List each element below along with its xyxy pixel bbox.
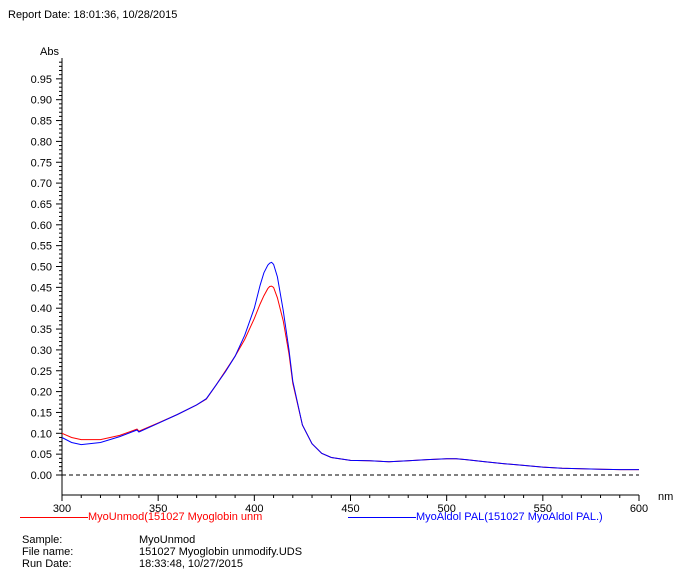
sample-row: Sample: MyoUnmod xyxy=(22,534,302,546)
run-date-label: Run Date: xyxy=(22,558,72,570)
y-tick-label: 0.20 xyxy=(31,387,52,399)
y-tick-label: 0.00 xyxy=(31,470,52,482)
legend-swatch-2 xyxy=(348,516,416,518)
file-value: 151027 Myoglobin unmodify.UDS xyxy=(139,546,303,558)
x-tick-label: 600 xyxy=(630,503,648,515)
x-tick-label: 350 xyxy=(149,503,167,515)
y-axis-label: Abs xyxy=(40,46,59,58)
chart-series xyxy=(61,261,639,471)
legend-series-1: MyoUnmod(151027 Myoglobin unm xyxy=(20,511,262,523)
y-tick-label: 0.40 xyxy=(31,303,52,315)
y-tick-label: 0.35 xyxy=(31,324,52,336)
y-tick-label: 0.30 xyxy=(31,345,52,357)
y-tick-label: 0.50 xyxy=(31,262,52,274)
y-tick-label: 0.25 xyxy=(31,366,52,378)
y-tick-label: 0.60 xyxy=(31,220,52,232)
y-tick-label: 0.85 xyxy=(31,116,52,128)
y-tick-label: 0.55 xyxy=(31,241,52,253)
legend-label-1: MyoUnmod(151027 Myoglobin unm xyxy=(88,511,263,523)
legend-swatch-1 xyxy=(20,516,88,518)
y-tick-label: 0.75 xyxy=(31,157,52,169)
chart-axes: 0.00 0.05 0.10 0.15 0.20 0.25 0.30 0.35 0.40 0.45… xyxy=(31,46,674,515)
y-tick-label: 0.65 xyxy=(31,199,52,211)
legend-series-2: MyoAldol PAL(151027 MyoAldol PAL.) xyxy=(348,511,603,523)
run-date-row: Run Date: 18:33:48, 10/27/2015 xyxy=(22,558,302,570)
y-tick-label: 0.10 xyxy=(31,428,52,440)
x-tick-label: 550 xyxy=(534,503,552,515)
report-date: Report Date: 18:01:36, 10/28/2015 xyxy=(8,9,178,21)
sample-label: Sample: xyxy=(22,534,63,546)
x-tick-label: 450 xyxy=(341,503,359,515)
y-tick-label: 0.05 xyxy=(31,449,52,461)
sample-value: MyoUnmod xyxy=(139,534,196,546)
series-line-2 xyxy=(61,261,639,471)
y-tick-label: 0.70 xyxy=(31,178,52,190)
series-line-1 xyxy=(61,285,639,471)
file-label: File name: xyxy=(22,546,74,558)
run-date-value: 18:33:48, 10/27/2015 xyxy=(139,558,243,570)
sample-info: Sample: MyoUnmod File name: 151027 Myogl… xyxy=(22,534,302,570)
x-tick-label: 500 xyxy=(437,503,455,515)
y-tick-label: 0.45 xyxy=(31,282,52,294)
legend-label-2: MyoAldol PAL(151027 MyoAldol PAL.) xyxy=(416,511,603,523)
x-axis-label: nm xyxy=(658,491,673,503)
y-tick-label: 0.15 xyxy=(31,407,52,419)
x-tick-label: 300 xyxy=(53,503,71,515)
y-tick-label: 0.90 xyxy=(31,95,52,107)
absorbance-spectrum-chart: 0.00 0.05 0.10 0.15 0.20 0.25 0.30 0.35 0.40 0.45… xyxy=(31,46,674,515)
file-row: File name: 151027 Myoglobin unmodify.UDS xyxy=(22,546,302,558)
x-tick-label: 400 xyxy=(245,503,263,515)
y-tick-label: 0.95 xyxy=(31,74,52,86)
y-tick-label: 0.80 xyxy=(31,136,52,148)
